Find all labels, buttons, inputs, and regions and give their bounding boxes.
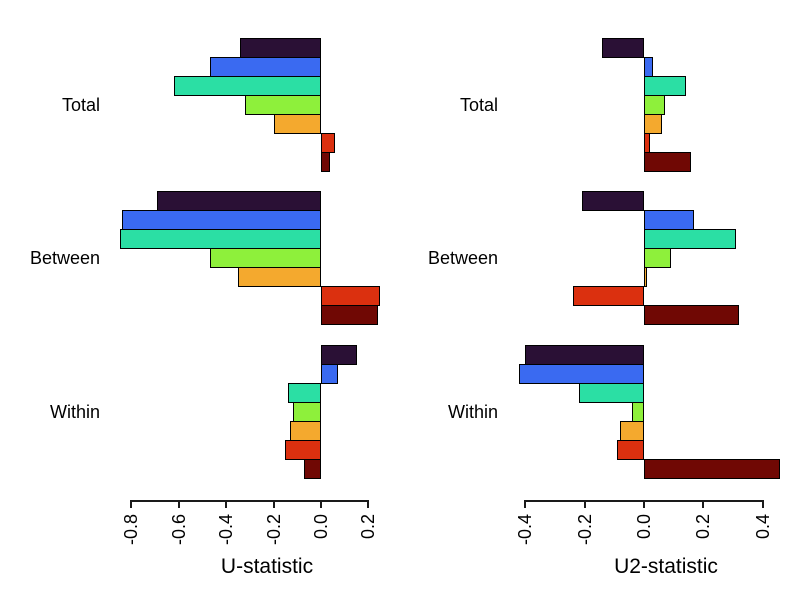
x-axis-title: U2-statistic (614, 555, 718, 578)
x-axis-tick (320, 500, 322, 508)
x-axis-tick (130, 500, 133, 508)
bar-within-series4 (632, 402, 644, 422)
bar-between-series5 (644, 267, 647, 287)
bar-within-series1 (525, 345, 644, 365)
bar-total-series6 (644, 133, 650, 153)
x-axis-tick (177, 500, 180, 508)
bar-between-series7 (644, 305, 739, 325)
x-axis-tick (643, 500, 645, 508)
x-axis-tick-label: 0.0 (634, 514, 654, 540)
bar-between-series5 (238, 267, 321, 287)
bar-between-series6 (572, 286, 644, 306)
x-axis-line (131, 500, 369, 502)
x-axis-tick-label: 0.2 (693, 514, 714, 540)
x-axis-tick-label: -0.2 (574, 514, 595, 546)
group-label-within: Within (447, 401, 498, 422)
bar-between-series3 (644, 229, 736, 249)
bar-total-series7 (321, 152, 331, 172)
x-axis-tick (225, 500, 228, 508)
group-label-between: Between (427, 247, 498, 268)
bar-within-series2 (519, 364, 644, 384)
x-axis-tick (761, 500, 764, 508)
bar-between-series4 (644, 248, 671, 268)
bar-within-series6 (285, 440, 321, 460)
group-label-within: Within (49, 401, 100, 422)
bar-total-series3 (644, 76, 686, 96)
x-axis-title: U-statistic (220, 555, 314, 578)
x-axis-tick (367, 500, 370, 508)
bar-total-series1 (602, 38, 644, 58)
bar-within-series1 (321, 345, 357, 365)
x-axis-tick-label: -0.4 (515, 514, 536, 546)
group-label-total: Total (61, 94, 100, 115)
bar-total-series5 (644, 114, 662, 134)
bar-total-series2 (644, 57, 653, 77)
x-axis-tick (702, 500, 705, 508)
bar-total-series4 (644, 95, 665, 115)
bar-within-series3 (578, 383, 644, 403)
bar-within-series6 (617, 440, 644, 460)
bar-between-series2 (644, 210, 695, 230)
group-label-total: Total (459, 94, 498, 115)
bar-within-series7 (644, 459, 781, 479)
bar-total-series7 (644, 152, 692, 172)
bar-within-series5 (620, 421, 644, 441)
bar-within-series2 (321, 364, 338, 384)
bar-between-series1 (581, 191, 644, 211)
bar-total-series5 (273, 114, 321, 134)
bar-between-series7 (321, 305, 378, 325)
bar-within-series7 (304, 459, 321, 479)
x-axis-tick (583, 500, 586, 508)
x-axis-tick-label: 0.4 (752, 514, 773, 540)
group-label-between: Between (29, 247, 100, 268)
x-axis-tick (272, 500, 275, 508)
x-axis-tick (524, 500, 527, 508)
